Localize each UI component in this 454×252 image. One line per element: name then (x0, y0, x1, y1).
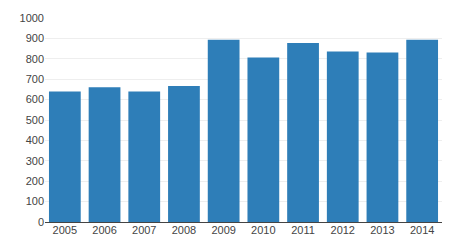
svg-text:1000: 1000 (20, 12, 44, 24)
svg-text:2008: 2008 (172, 224, 196, 236)
svg-text:900: 900 (26, 32, 44, 44)
svg-text:100: 100 (26, 195, 44, 207)
svg-text:800: 800 (26, 53, 44, 65)
svg-text:2011: 2011 (291, 224, 315, 236)
svg-text:400: 400 (26, 134, 44, 146)
svg-text:2005: 2005 (53, 224, 77, 236)
svg-text:700: 700 (26, 73, 44, 85)
svg-text:500: 500 (26, 114, 44, 126)
svg-text:2013: 2013 (370, 224, 394, 236)
svg-text:2010: 2010 (251, 224, 275, 236)
svg-text:2006: 2006 (92, 224, 116, 236)
svg-text:2012: 2012 (331, 224, 355, 236)
svg-text:0: 0 (38, 216, 44, 228)
svg-text:300: 300 (26, 155, 44, 167)
svg-text:200: 200 (26, 175, 44, 187)
svg-text:2014: 2014 (410, 224, 434, 236)
svg-text:2007: 2007 (132, 224, 156, 236)
svg-text:2009: 2009 (211, 224, 235, 236)
svg-text:600: 600 (26, 93, 44, 105)
